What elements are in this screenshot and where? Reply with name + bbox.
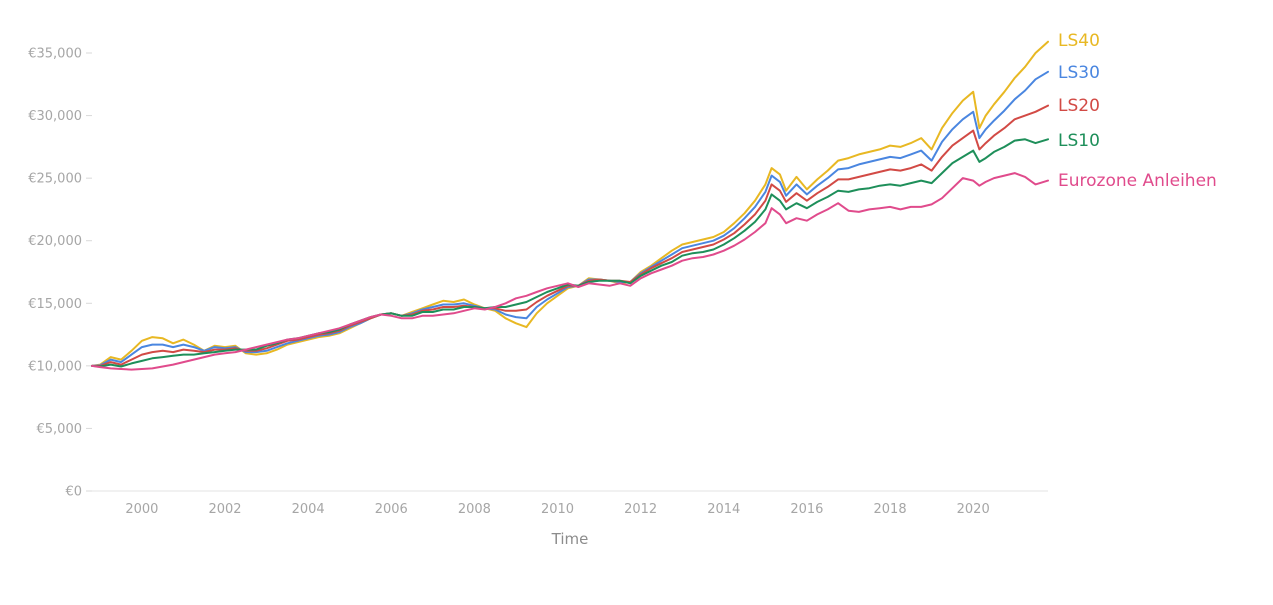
series-label: LS30 — [1058, 63, 1100, 83]
series-label: LS40 — [1058, 31, 1100, 51]
y-tick-label: €25,000 — [28, 172, 82, 187]
series-label: LS10 — [1058, 131, 1100, 151]
y-tick-label: €5,000 — [37, 422, 83, 437]
y-tick-label: €0 — [65, 485, 82, 500]
series-label: Eurozone Anleihen — [1058, 171, 1217, 191]
y-tick-label: €20,000 — [28, 234, 82, 249]
series-labels: LS40 LS30 LS20 LS10 Eurozone Anleihen — [1058, 31, 1217, 191]
series-line-ls10 — [91, 138, 1049, 368]
x-tick-label: 2002 — [208, 502, 241, 517]
x-tick-label: 2008 — [458, 502, 491, 517]
x-axis-title: Time — [551, 530, 589, 548]
series-line-ls40 — [91, 40, 1049, 367]
x-tick-label: 2020 — [957, 502, 990, 517]
y-axis: €0 €5,000 €10,000 €15,000 €20,000 €25,000 €30,… — [28, 47, 92, 500]
x-tick-label: 2012 — [624, 502, 657, 517]
y-tick-label: €30,000 — [28, 109, 82, 124]
x-tick-label: 2014 — [707, 502, 740, 517]
x-tick-label: 2000 — [125, 502, 158, 517]
series-label: LS20 — [1058, 96, 1100, 116]
series-line-ls30 — [91, 70, 1049, 367]
x-tick-label: 2006 — [375, 502, 408, 517]
y-tick-label: €15,000 — [28, 297, 82, 312]
series-line-eurozone-anleihen — [91, 172, 1049, 371]
y-tick-label: €35,000 — [28, 47, 82, 62]
series-lines — [91, 40, 1049, 371]
x-tick-label: 2010 — [541, 502, 574, 517]
x-tick-label: 2018 — [874, 502, 907, 517]
x-tick-label: 2016 — [790, 502, 823, 517]
x-tick-label: 2004 — [292, 502, 325, 517]
y-tick-label: €10,000 — [28, 359, 82, 374]
x-axis: 2000 2002 2004 2006 2008 2010 2012 2014 2016 2018… — [92, 490, 1048, 517]
